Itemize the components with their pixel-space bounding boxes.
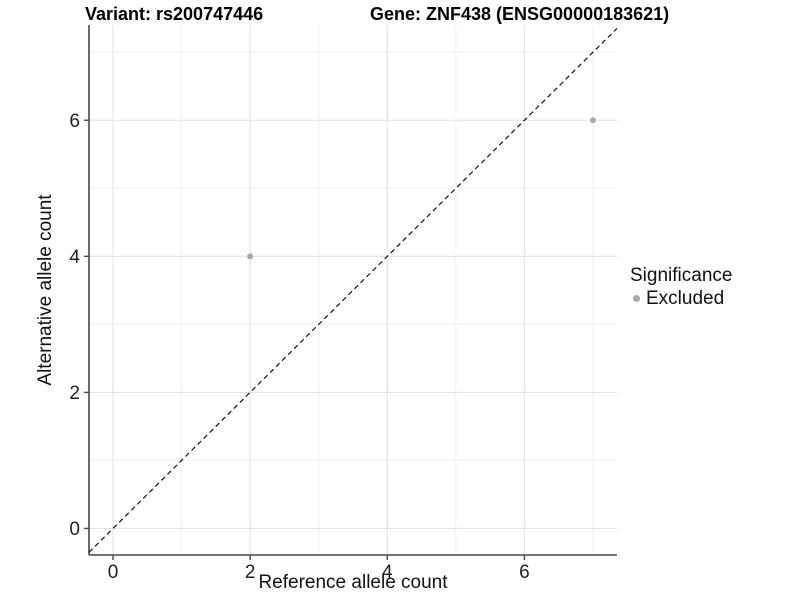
plot-title-variant: Variant: rs200747446 xyxy=(85,4,264,24)
legend-item-label: Excluded xyxy=(646,288,725,309)
plot-title-gene: Gene: ZNF438 (ENSG00000183621) xyxy=(370,4,670,24)
legend-title: Significance xyxy=(630,265,733,286)
x-tick-label: 4 xyxy=(382,562,393,583)
x-tick-label: 0 xyxy=(108,562,119,583)
data-point xyxy=(247,253,254,260)
y-tick-label: 2 xyxy=(69,383,80,404)
y-tick-label: 6 xyxy=(69,111,80,132)
excluded-point-icon xyxy=(633,295,640,302)
x-tick-label: 2 xyxy=(245,562,256,583)
x-axis-title: Reference allele count xyxy=(258,572,448,593)
y-tick-label: 4 xyxy=(69,247,80,268)
legend: Significance Excluded xyxy=(630,264,732,310)
legend-item-excluded: Excluded xyxy=(630,287,732,310)
identity-dashed-line xyxy=(88,27,618,553)
y-axis-title: Alternative allele count xyxy=(35,194,56,386)
x-tick-label: 6 xyxy=(519,562,530,583)
y-tick-label: 0 xyxy=(69,519,80,540)
data-point xyxy=(590,117,596,124)
